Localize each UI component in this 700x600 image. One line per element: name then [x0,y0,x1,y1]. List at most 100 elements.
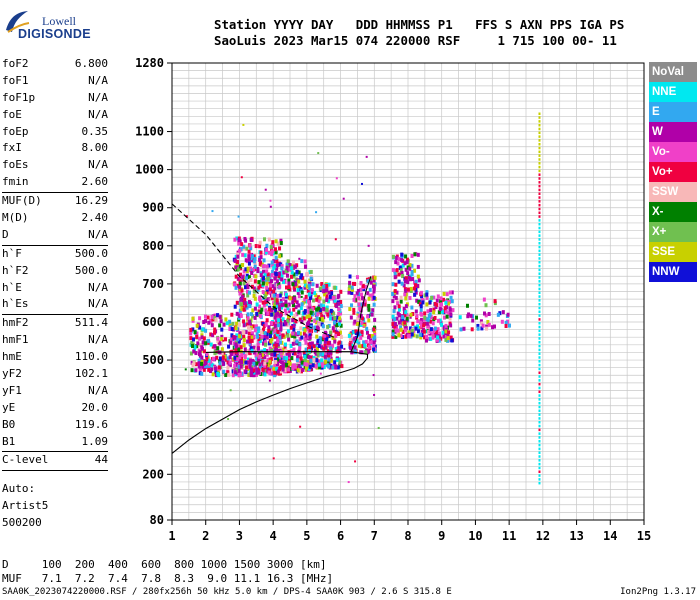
echo-point [264,188,267,191]
logo-line-digisonde: DIGISONDE [18,27,91,41]
echo-point [300,273,304,278]
echo-point [400,252,404,257]
echo-point [247,290,251,295]
echo-point [238,272,242,277]
echo-point [372,286,376,291]
echo-point [257,304,261,309]
echo-point [274,247,278,252]
echo-point [308,364,312,369]
echo-point [320,316,324,321]
echo-point [364,339,368,344]
echo-point [287,284,291,289]
echo-point [211,317,215,322]
echo-point [264,340,268,345]
echo-point [394,295,398,300]
echo-point [285,331,289,336]
echo-point [206,315,210,320]
echo-point [265,269,269,274]
echo-point [476,326,480,331]
echo-point [306,320,310,325]
echo-point [238,285,242,290]
echo-point [275,298,279,303]
echo-point [248,243,252,248]
echo-point [331,335,335,340]
echo-point [270,296,274,301]
echo-point [274,359,278,364]
echo-point [444,300,448,305]
echo-point [428,312,432,317]
echo-point [538,348,541,352]
echo-point [498,311,502,316]
param-value: N/A [88,90,108,104]
echo-point [252,254,256,259]
echo-point [367,345,371,350]
echo-point [288,296,292,301]
echo-point [334,333,338,338]
echo-point [239,275,243,280]
echo-point [260,278,264,283]
echo-point [216,369,220,374]
echo-point [442,325,446,330]
echo-point [250,254,254,259]
echo-point [289,263,293,268]
echo-point [338,318,342,323]
echo-point [333,339,337,344]
echo-point [327,290,331,295]
echo-point [397,307,401,312]
echo-point [316,312,320,317]
echo-point [538,234,541,237]
echo-point [432,307,436,312]
echo-point [305,367,309,372]
echo-point [403,328,407,333]
echo-point [363,302,367,307]
echo-point [255,370,259,375]
echo-point [425,302,429,307]
param-name: h`F2 [2,263,29,277]
echo-point [299,326,303,331]
echo-point [359,281,363,286]
echo-point [239,302,243,307]
echo-point [223,337,227,342]
echo-point [252,286,256,291]
echo-point [367,244,370,247]
echo-point [273,364,277,369]
echo-point [249,373,253,378]
echo-point [213,366,217,371]
param-value: 102.1 [74,367,108,381]
echo-point [361,283,365,288]
echo-point [261,352,265,357]
echo-point [359,344,363,349]
echo-point [292,347,296,352]
echo-point [447,311,451,316]
echo-point [218,356,222,361]
echo-point [336,315,340,320]
echo-point [240,176,243,179]
echo-point [258,339,262,344]
echo-point [279,241,283,246]
echo-point [395,332,399,337]
echo-point [403,292,407,297]
echo-point [416,324,420,329]
echo-point [259,357,263,362]
echo-point [273,323,277,328]
x-tick-label: 2 [202,529,209,543]
echo-point [419,335,423,340]
echo-point [538,474,541,477]
echo-point [441,330,445,335]
echo-point [373,344,377,349]
echo-point [322,335,326,340]
echo-point [234,348,238,353]
echo-point [224,317,228,322]
echo-point [272,293,276,298]
echo-point [276,329,280,334]
echo-point [250,335,254,340]
echo-point [267,250,271,255]
echo-point [429,319,433,324]
legend-item-vo: Vo+ [649,162,697,182]
echo-point [201,340,205,345]
echo-point [287,281,291,286]
legend-item-vo: Vo- [649,142,697,162]
echo-point [253,306,257,311]
echo-point [280,266,284,271]
echo-point [258,296,262,301]
